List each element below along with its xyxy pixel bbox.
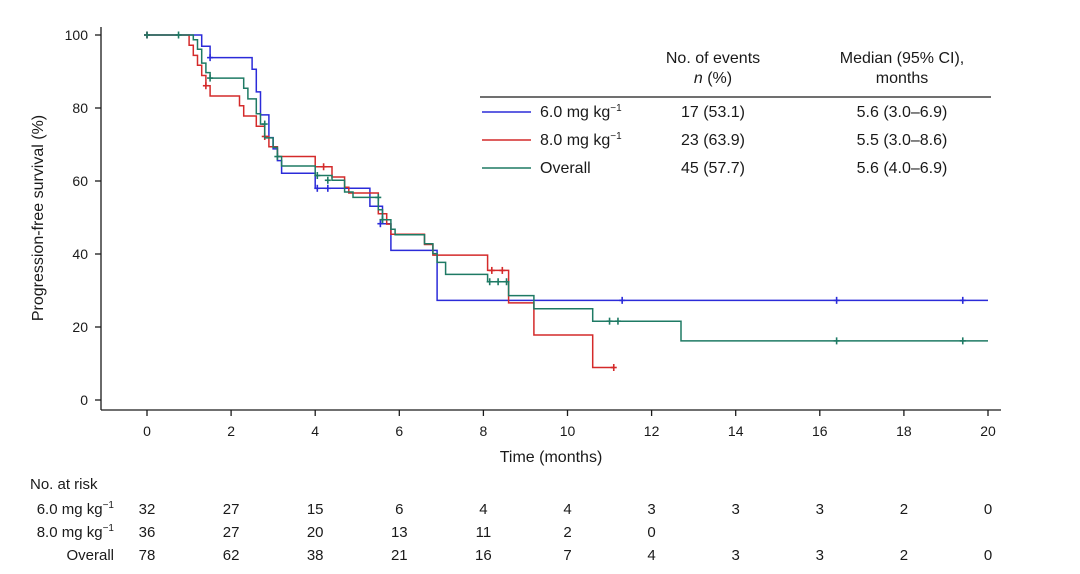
legend: No. of events n (%) Median (95% CI), months… bbox=[480, 50, 991, 177]
risk-value: 4 bbox=[647, 547, 655, 564]
risk-value: 0 bbox=[984, 501, 992, 518]
risk-value: 21 bbox=[391, 547, 408, 564]
x-tick-label: 8 bbox=[480, 423, 488, 439]
y-axis-title: Progression-free survival (%) bbox=[30, 115, 47, 321]
legend-header-median: Median (95% CI), bbox=[840, 50, 965, 67]
risk-value: 0 bbox=[647, 524, 655, 541]
risk-value: 13 bbox=[391, 524, 408, 541]
x-tick-label: 0 bbox=[143, 423, 151, 439]
km-curve-overall bbox=[147, 34, 988, 342]
risk-value: 7 bbox=[563, 547, 571, 564]
risk-title: No. at risk bbox=[30, 476, 98, 493]
risk-row-label: 8.0 mg kg−1 bbox=[37, 523, 115, 541]
risk-value: 2 bbox=[900, 547, 908, 564]
risk-row-label: Overall bbox=[66, 547, 114, 564]
x-tick-label: 18 bbox=[896, 423, 912, 439]
risk-value: 3 bbox=[816, 501, 824, 518]
y-tick-label: 80 bbox=[72, 100, 88, 116]
y-tick-label: 40 bbox=[72, 246, 88, 262]
risk-value: 0 bbox=[984, 547, 992, 564]
y-tick-label: 20 bbox=[72, 319, 88, 335]
risk-value: 3 bbox=[732, 501, 740, 518]
risk-value: 27 bbox=[223, 501, 240, 518]
risk-value: 32 bbox=[139, 501, 156, 518]
risk-value: 4 bbox=[479, 501, 487, 518]
y-tick-label: 100 bbox=[65, 27, 89, 43]
legend-label: Overall bbox=[540, 160, 591, 177]
risk-value: 3 bbox=[732, 547, 740, 564]
survival-curves bbox=[144, 31, 988, 372]
risk-value: 4 bbox=[563, 501, 571, 518]
risk-value: 6 bbox=[395, 501, 403, 518]
risk-value: 15 bbox=[307, 501, 324, 518]
legend-header-events: No. of events bbox=[666, 50, 760, 67]
legend-header-median-sub: months bbox=[876, 70, 928, 87]
risk-value: 2 bbox=[563, 524, 571, 541]
x-tick-label: 10 bbox=[560, 423, 576, 439]
risk-value: 78 bbox=[139, 547, 156, 564]
legend-events: 45 (57.7) bbox=[681, 160, 745, 177]
legend-median: 5.5 (3.0–8.6) bbox=[857, 132, 948, 149]
y-tick-label: 60 bbox=[72, 173, 88, 189]
legend-events: 23 (63.9) bbox=[681, 132, 745, 149]
x-tick-label: 12 bbox=[644, 423, 660, 439]
x-axis-title: Time (months) bbox=[500, 449, 603, 466]
risk-value: 20 bbox=[307, 524, 324, 541]
x-tick-label: 4 bbox=[311, 423, 319, 439]
risk-value: 2 bbox=[900, 501, 908, 518]
x-tick-label: 2 bbox=[227, 423, 235, 439]
risk-value: 11 bbox=[476, 524, 492, 541]
risk-value: 36 bbox=[139, 524, 156, 541]
legend-label: 8.0 mg kg−1 bbox=[540, 131, 622, 149]
x-tick-label: 20 bbox=[980, 423, 996, 439]
risk-value: 38 bbox=[307, 547, 324, 564]
km-curve-8-0-mg-kg bbox=[147, 34, 614, 369]
legend-median: 5.6 (3.0–6.9) bbox=[857, 104, 948, 121]
legend-label: 6.0 mg kg−1 bbox=[540, 103, 622, 121]
risk-value: 3 bbox=[816, 547, 824, 564]
risk-row-label: 6.0 mg kg−1 bbox=[37, 500, 115, 518]
legend-events: 17 (53.1) bbox=[681, 104, 745, 121]
axes: 0 20 40 60 80 100 0 2 4 6 8 10 12 14 16 18 20 Time (month… bbox=[30, 27, 1001, 466]
legend-median: 5.6 (4.0–6.9) bbox=[857, 160, 948, 177]
x-tick-label: 14 bbox=[728, 423, 744, 439]
risk-value: 62 bbox=[223, 547, 240, 564]
x-tick-label: 6 bbox=[395, 423, 403, 439]
x-tick-label: 16 bbox=[812, 423, 828, 439]
legend-header-events-sub: n (%) bbox=[694, 70, 732, 87]
y-tick-label: 0 bbox=[80, 392, 88, 408]
risk-value: 27 bbox=[223, 524, 240, 541]
risk-value: 3 bbox=[647, 501, 655, 518]
risk-value: 16 bbox=[475, 547, 492, 564]
